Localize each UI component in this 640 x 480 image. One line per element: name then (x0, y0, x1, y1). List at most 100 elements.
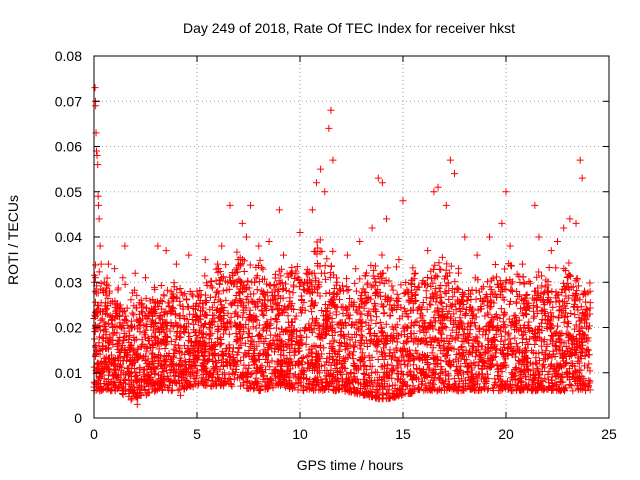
data-point (172, 310, 180, 318)
data-point (460, 301, 468, 309)
data-point (346, 341, 354, 349)
data-point (506, 242, 514, 250)
data-point (261, 378, 269, 386)
data-point (232, 322, 240, 330)
data-point (162, 247, 170, 255)
data-point (311, 366, 319, 374)
data-point (236, 259, 244, 267)
data-point (565, 365, 573, 373)
data-point (260, 324, 268, 332)
data-point (337, 369, 345, 377)
data-point (219, 287, 227, 295)
data-point (577, 355, 585, 363)
data-point (136, 381, 144, 389)
data-point (233, 248, 241, 256)
data-point (579, 341, 587, 349)
data-point (207, 339, 215, 347)
data-point (488, 276, 496, 284)
data-point (151, 285, 159, 293)
data-point (259, 290, 267, 298)
data-point (252, 378, 260, 386)
data-point (462, 346, 470, 354)
data-point (362, 378, 370, 386)
data-point (540, 360, 548, 368)
data-point (117, 304, 125, 312)
data-point (127, 324, 135, 332)
data-point (386, 346, 394, 354)
data-point (368, 224, 376, 232)
data-point (410, 321, 418, 329)
data-point (444, 382, 452, 390)
data-point (393, 335, 401, 343)
data-point (193, 287, 201, 295)
data-point (130, 311, 138, 319)
data-point (201, 256, 209, 264)
data-point (134, 317, 142, 325)
data-point (327, 106, 335, 114)
data-point (207, 382, 215, 390)
data-point (137, 376, 145, 384)
data-point (260, 339, 268, 347)
data-point (513, 317, 521, 325)
data-point (229, 277, 237, 285)
data-point (262, 302, 270, 310)
data-point (507, 374, 515, 382)
data-point (170, 323, 178, 331)
data-point (171, 371, 179, 379)
data-point (478, 342, 486, 350)
data-point (522, 305, 530, 313)
x-tick-label: 25 (601, 426, 617, 442)
data-point (146, 343, 154, 351)
y-tick-label: 0.04 (55, 229, 82, 245)
data-point (568, 362, 576, 370)
data-point (115, 349, 123, 357)
axis-ticks: 0 5 10 15 20 25 0 0.01 0.02 0.03 0.04 0.05 0.06 0.07 0… (55, 48, 617, 442)
data-point (579, 291, 587, 299)
data-point (431, 354, 439, 362)
data-point (410, 371, 418, 379)
data-point (328, 344, 336, 352)
data-point (191, 361, 199, 369)
data-point (251, 278, 259, 286)
data-point (356, 310, 364, 318)
data-point (245, 330, 253, 338)
data-point (436, 294, 444, 302)
data-point (163, 286, 171, 294)
data-point (268, 288, 276, 296)
data-point (533, 303, 541, 311)
data-point (284, 312, 292, 320)
data-point (539, 290, 547, 298)
data-point (534, 379, 542, 387)
data-point (429, 384, 437, 392)
data-point (484, 386, 492, 394)
data-point (456, 308, 464, 316)
data-point (339, 309, 347, 317)
data-point (180, 385, 188, 393)
data-point (321, 367, 329, 375)
data-point (486, 326, 494, 334)
data-point (439, 310, 447, 318)
data-point (575, 359, 583, 367)
data-point (190, 348, 198, 356)
data-point (325, 124, 333, 132)
data-point (104, 384, 112, 392)
data-point (435, 259, 443, 267)
data-point (156, 352, 164, 360)
data-point (535, 357, 543, 365)
data-point (198, 361, 206, 369)
data-point (435, 342, 443, 350)
data-point (340, 381, 348, 389)
data-point (374, 355, 382, 363)
data-point (426, 333, 434, 341)
data-point (156, 313, 164, 321)
data-point (155, 338, 163, 346)
data-point (455, 331, 463, 339)
data-point (586, 279, 594, 287)
data-point (306, 325, 314, 333)
data-point (372, 278, 380, 286)
data-point (127, 296, 135, 304)
data-point (293, 333, 301, 341)
data-point (287, 302, 295, 310)
x-axis-label: GPS time / hours (297, 457, 404, 473)
data-point (177, 391, 185, 399)
